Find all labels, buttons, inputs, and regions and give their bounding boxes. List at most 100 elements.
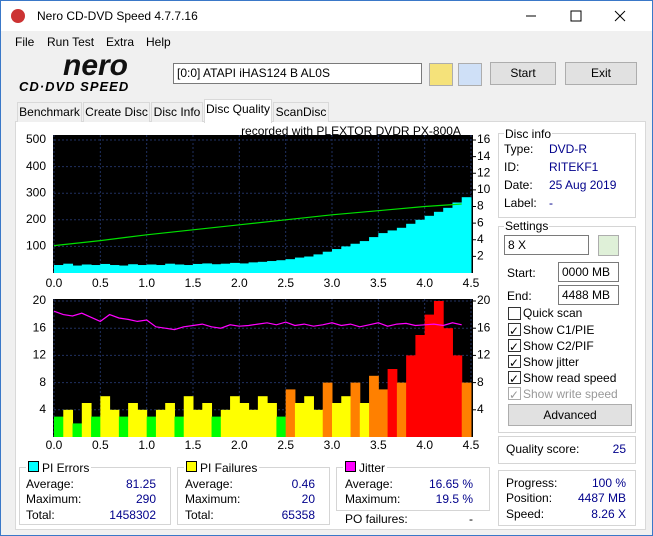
bar <box>304 256 314 273</box>
save-button[interactable] <box>458 63 482 86</box>
bar <box>118 416 129 437</box>
disc-info-box <box>498 133 636 218</box>
advanced-button[interactable]: Advanced <box>508 404 632 426</box>
bar <box>276 260 287 273</box>
y-tick-label: 100 <box>26 239 46 253</box>
checkbox[interactable]: ✓ <box>508 371 521 386</box>
menu-item[interactable]: Extra <box>106 35 135 49</box>
y-tick-label: 300 <box>26 185 46 199</box>
bar <box>146 416 157 437</box>
x-tick-label: 3.5 <box>370 438 387 452</box>
label: Label: <box>504 196 537 210</box>
menu-item[interactable]: File <box>15 35 35 49</box>
drive-select[interactable]: [0:0] ATAPI iHAS124 B AL0S <box>173 63 422 84</box>
value: 0.46 <box>291 477 315 491</box>
y2-tick-label: 12 <box>477 348 491 362</box>
bar <box>285 389 296 437</box>
menu-item[interactable]: Help <box>146 35 171 49</box>
bar <box>433 301 444 437</box>
x-tick-label: 0.5 <box>92 438 109 452</box>
value: 1458302 <box>109 508 156 522</box>
bar <box>276 416 287 437</box>
checkbox[interactable]: ✓ <box>508 355 521 370</box>
checkbox[interactable] <box>508 307 521 320</box>
quality-box <box>498 436 636 464</box>
x-tick-label: 1.0 <box>138 438 155 452</box>
bar <box>415 335 426 437</box>
bar <box>72 423 83 437</box>
bar <box>63 409 74 437</box>
bar <box>359 241 370 273</box>
tab-active[interactable]: Disc Quality <box>204 99 272 123</box>
bar <box>461 197 472 273</box>
bar <box>220 263 231 273</box>
y-tick-label: 500 <box>26 132 46 146</box>
x-tick-label: 3.0 <box>324 276 341 290</box>
checkbox-label: Show write speed <box>523 387 618 401</box>
checkbox-label[interactable]: Show C1/PIE <box>523 323 595 337</box>
tab[interactable]: Create Disc <box>83 102 150 122</box>
speed-select[interactable]: 8 X <box>504 235 589 255</box>
bar <box>452 202 463 273</box>
bar <box>248 262 259 273</box>
group-heading: PI Failures <box>184 461 260 475</box>
eject-button[interactable] <box>429 63 453 86</box>
bar <box>174 416 185 437</box>
y-tick-label: 4 <box>39 402 46 416</box>
checkbox-label[interactable]: Quick scan <box>523 306 583 320</box>
tab[interactable]: ScanDisc <box>273 102 329 122</box>
x-tick-label: 3.0 <box>324 438 341 452</box>
bar <box>63 263 74 273</box>
label: Quality score: <box>506 442 580 456</box>
end-input[interactable]: 4488 MB <box>558 285 619 305</box>
y2-tick-label: 8 <box>477 375 484 389</box>
bar <box>211 416 222 437</box>
bar <box>433 211 444 273</box>
bar <box>341 246 352 273</box>
label: Total: <box>185 508 214 522</box>
bar <box>128 403 138 437</box>
progress-box <box>498 470 636 526</box>
y-tick-label: 20 <box>33 293 47 307</box>
checkbox[interactable]: ✓ <box>508 323 521 338</box>
checkbox-label[interactable]: Show C2/PIF <box>523 339 594 353</box>
value: RITEKF1 <box>549 160 599 174</box>
label: Total: <box>26 508 55 522</box>
start-button[interactable]: Start <box>490 62 556 85</box>
bar <box>72 265 83 273</box>
bar <box>220 409 231 437</box>
menu-item[interactable]: Run Test <box>47 35 95 49</box>
exit-button[interactable]: Exit <box>565 62 637 85</box>
x-tick-label: 2.0 <box>231 438 248 452</box>
checkbox[interactable]: ✓ <box>508 339 521 354</box>
tab[interactable]: Benchmark <box>17 102 82 122</box>
logo-subtitle: CD·DVD SPEED <box>19 79 130 94</box>
label: End: <box>507 289 532 303</box>
bar <box>294 257 305 273</box>
label: Speed: <box>506 507 545 521</box>
bar <box>285 259 296 273</box>
label: Average: <box>26 477 74 491</box>
checkbox-label[interactable]: Show jitter <box>523 355 580 369</box>
start-input[interactable]: 0000 MB <box>558 262 619 282</box>
x-tick-label: 2.0 <box>231 276 248 290</box>
window-controls[interactable] <box>511 1 651 31</box>
bar <box>239 263 250 273</box>
bar <box>396 227 407 273</box>
bar <box>230 262 240 273</box>
value: 16.65 % <box>428 477 473 491</box>
value: 8.26 X <box>591 507 626 521</box>
x-tick-label: 2.5 <box>277 438 294 452</box>
tab[interactable]: Disc Info <box>151 102 203 122</box>
bar <box>165 263 175 273</box>
y2-tick-label: 14 <box>477 149 491 163</box>
bar <box>137 265 148 273</box>
bar <box>109 409 120 437</box>
y2-tick-label: 12 <box>477 165 491 179</box>
value: 4487 MB <box>577 491 626 505</box>
bar <box>359 403 370 437</box>
bar <box>137 409 148 437</box>
refresh-button[interactable] <box>598 235 619 256</box>
checkbox-label[interactable]: Show read speed <box>523 371 617 385</box>
label: ID: <box>504 160 520 174</box>
